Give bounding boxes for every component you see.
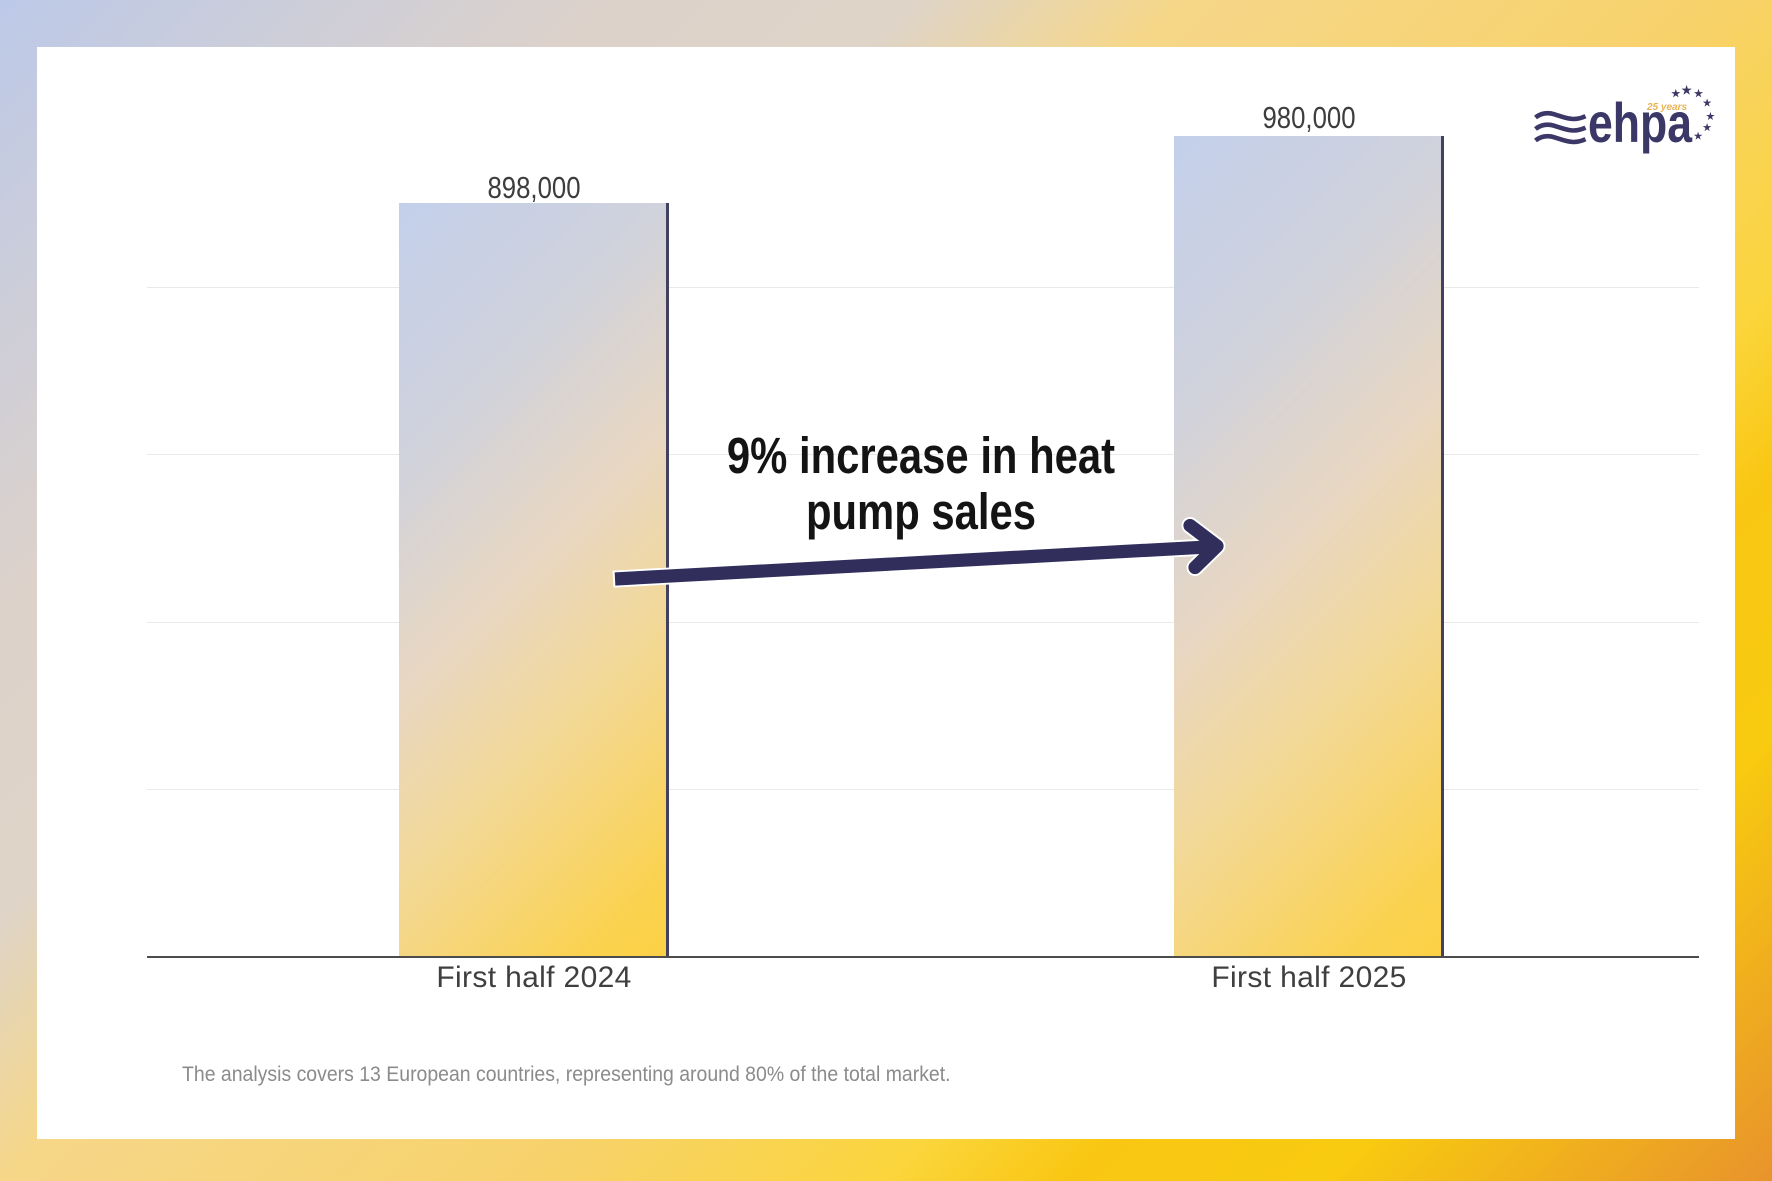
svg-text:25 years: 25 years <box>1646 101 1687 113</box>
svg-text:ehpa: ehpa <box>1588 91 1693 154</box>
